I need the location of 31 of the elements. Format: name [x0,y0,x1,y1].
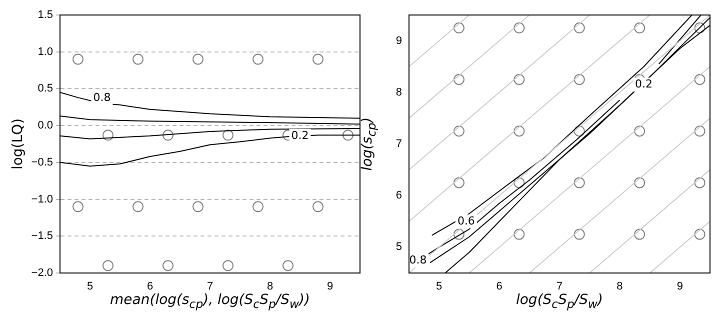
x-tick-label: 6 [496,280,502,293]
x-tick-label: 9 [676,280,683,293]
x-axis-title: log(S$_{c}$S$_{p}$/S$_{w}$) [516,292,604,311]
annotation: 0.2 [291,128,309,142]
text: mean(log(s$_{cp}$), log(S$_{c}$S$_{p}$/S$_{w}$)) [110,292,310,311]
y-tick-label: −1.0 [31,193,53,206]
y-tick-label: 0.5 [38,82,53,95]
y-tick-label: −2.0 [31,267,53,280]
y-tick-label: 0.0 [38,120,53,132]
y-tick-label: 7 [396,138,402,150]
y-tick-label: 5 [396,241,402,254]
y-tick-label: −0.5 [31,156,53,168]
annotation: 0.2 [635,78,653,91]
y-tick-label: 6 [396,190,402,202]
y-axis-title: log(LQ) [10,118,26,170]
x-tick-label: 5 [436,280,442,293]
x-tick-label: 5 [86,280,94,293]
y-tick-label: 1.5 [38,9,53,22]
annotation: 0.8 [409,253,427,266]
y-tick-label: −1.5 [31,230,53,242]
y-tick-label: 1.0 [38,46,53,58]
x-tick-label: 8 [616,280,623,293]
x-tick-label: 7 [206,280,214,293]
y-tick-label: 9 [396,34,402,47]
x-tick-label: 7 [556,280,563,293]
x-tick-label: 6 [146,280,154,293]
x-tick-label: 9 [326,280,334,293]
x-tick-label: 8 [266,280,274,293]
y-tick-label: 8 [396,86,402,98]
annotation: 0.8 [93,91,111,104]
annotation: 0.6 [457,214,475,228]
